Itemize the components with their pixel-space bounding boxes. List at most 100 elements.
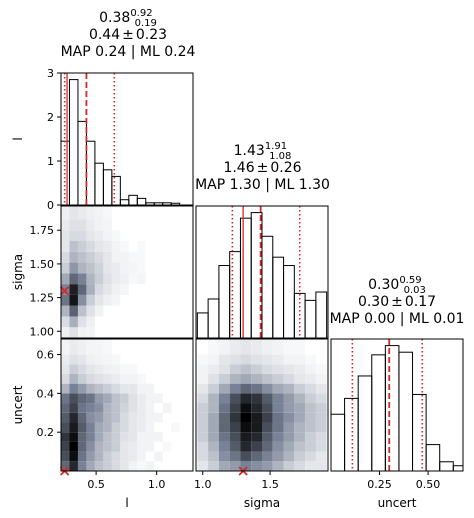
heatmap-cell-uncert-vs-l bbox=[111, 393, 121, 404]
heatmap-cell-uncert-vs-l bbox=[145, 422, 155, 433]
heatmap-cell-uncert-vs-l bbox=[120, 451, 129, 462]
heatmap-cell-uncert-vs-sigma bbox=[240, 451, 252, 462]
x-tick-label: 0.50 bbox=[416, 478, 441, 491]
heatmap-cell-uncert-vs-sigma bbox=[262, 339, 273, 355]
heatmap-cell-sigma-vs-l bbox=[111, 230, 121, 242]
heatmap-cell-uncert-vs-l bbox=[120, 432, 129, 442]
histogram-bar-sigma bbox=[218, 265, 231, 339]
heatmap-cell-uncert-vs-l bbox=[94, 422, 104, 433]
heatmap-cell-uncert-vs-sigma bbox=[262, 412, 273, 423]
heatmap-cell-uncert-vs-l bbox=[94, 373, 104, 384]
heatmap-cell-sigma-vs-l bbox=[61, 251, 70, 263]
heatmap-cell-uncert-vs-sigma bbox=[240, 354, 252, 365]
heatmap-cell-uncert-vs-sigma bbox=[197, 364, 209, 374]
histogram-bar-sigma bbox=[304, 299, 317, 339]
heatmap-cell-uncert-vs-l bbox=[69, 354, 78, 365]
heatmap-cell-uncert-vs-l bbox=[120, 422, 129, 433]
histogram-bar-sigma bbox=[229, 251, 241, 339]
heatmap-cell-sigma-vs-l bbox=[111, 273, 121, 285]
y-tick-label: 2 bbox=[47, 111, 54, 124]
truth-marker-sigma-l bbox=[59, 286, 70, 296]
heatmap-cell-uncert-vs-sigma bbox=[283, 403, 295, 413]
histogram-bar-l bbox=[94, 162, 104, 206]
heatmap-cell-sigma-vs-l bbox=[86, 206, 95, 220]
heatmap-cell-uncert-vs-l bbox=[111, 373, 121, 384]
x-tick-label: 1.0 bbox=[194, 478, 212, 491]
y-tick-label: 0.4 bbox=[37, 387, 55, 400]
heatmap-cell-uncert-vs-l bbox=[94, 364, 104, 374]
y-tick-label: 0.6 bbox=[37, 349, 55, 362]
heatmap-cell-uncert-vs-l bbox=[77, 441, 87, 452]
histogram-bar-uncert bbox=[384, 345, 400, 472]
x-axis-label-l: l bbox=[125, 496, 128, 510]
heatmap-cell-uncert-vs-l bbox=[137, 422, 146, 433]
heatmap-cell-uncert-vs-l bbox=[103, 461, 112, 471]
heatmap-cell-uncert-vs-sigma bbox=[283, 373, 295, 384]
heatmap-cell-uncert-vs-l bbox=[86, 373, 95, 384]
heatmap-cell-uncert-vs-sigma bbox=[272, 422, 284, 433]
heatmap-cell-uncert-vs-sigma bbox=[272, 364, 284, 374]
heatmap-cell-uncert-vs-l bbox=[145, 441, 155, 452]
heatmap-cell-uncert-vs-l bbox=[128, 383, 138, 394]
heatmap-cell-uncert-vs-sigma bbox=[229, 364, 241, 374]
heatmap-cell-uncert-vs-sigma bbox=[272, 451, 284, 462]
heatmap-cell-uncert-vs-sigma bbox=[305, 383, 316, 394]
heatmap-cell-uncert-vs-l bbox=[120, 412, 129, 423]
heatmap-cell-sigma-vs-l bbox=[120, 251, 129, 263]
x-tick-label: 0.5 bbox=[87, 478, 105, 491]
heatmap-cell-uncert-vs-sigma bbox=[229, 412, 241, 423]
heatmap-cell-uncert-vs-sigma bbox=[315, 412, 327, 423]
heatmap-cell-uncert-vs-l bbox=[94, 339, 104, 355]
heatmap-cell-uncert-vs-sigma bbox=[208, 451, 219, 462]
heatmap-cell-uncert-vs-sigma bbox=[294, 339, 306, 355]
heatmap-cell-uncert-vs-l bbox=[61, 354, 70, 365]
heatmap-cell-uncert-vs-sigma bbox=[305, 373, 316, 384]
heatmap-cell-sigma-vs-l bbox=[94, 230, 104, 242]
heatmap-cell-sigma-vs-l bbox=[94, 219, 104, 231]
heatmap-cell-uncert-vs-l bbox=[111, 432, 121, 442]
heatmap-cell-uncert-vs-l bbox=[120, 364, 129, 374]
heatmap-cell-uncert-vs-sigma bbox=[315, 403, 327, 413]
heatmap-cell-uncert-vs-sigma bbox=[272, 461, 284, 471]
heatmap-cell-sigma-vs-l bbox=[86, 230, 95, 242]
heatmap-cell-uncert-vs-l bbox=[61, 461, 70, 471]
heatmap-cell-sigma-vs-l bbox=[77, 294, 87, 306]
heatmap-cell-uncert-vs-sigma bbox=[305, 393, 316, 404]
heatmap-cell-sigma-vs-l bbox=[103, 284, 112, 295]
heatmap-cell-uncert-vs-sigma bbox=[262, 403, 273, 413]
heatmap-cell-sigma-vs-l bbox=[94, 273, 104, 285]
heatmap-cell-sigma-vs-l bbox=[120, 284, 129, 295]
heatmap-cell-sigma-vs-l bbox=[61, 262, 70, 274]
heatmap-cell-sigma-vs-l bbox=[128, 251, 138, 263]
heatmap-cell-uncert-vs-l bbox=[86, 383, 95, 394]
heatmap-cell-uncert-vs-sigma bbox=[218, 383, 230, 394]
heatmap-cell-uncert-vs-l bbox=[145, 412, 155, 423]
heatmap-cell-uncert-vs-l bbox=[86, 432, 95, 442]
heatmap-cell-uncert-vs-sigma bbox=[240, 373, 252, 384]
heatmap-cell-uncert-vs-sigma bbox=[218, 403, 230, 413]
heatmap-cell-uncert-vs-sigma bbox=[240, 339, 252, 355]
heatmap-cell-uncert-vs-l bbox=[128, 393, 138, 404]
heatmap-cell-uncert-vs-sigma bbox=[294, 354, 306, 365]
heatmap-cell-uncert-vs-l bbox=[154, 451, 163, 462]
heatmap-cell-uncert-vs-sigma bbox=[240, 441, 252, 452]
heatmap-cell-uncert-vs-l bbox=[61, 364, 70, 374]
heatmap-cell-uncert-vs-l bbox=[137, 451, 146, 462]
heatmap-cell-uncert-vs-sigma bbox=[283, 441, 295, 452]
heatmap-cell-uncert-vs-l bbox=[77, 373, 87, 384]
heatmap-cell-uncert-vs-sigma bbox=[315, 364, 327, 374]
heatmap-cell-uncert-vs-sigma bbox=[251, 461, 262, 471]
heatmap-cell-uncert-vs-l bbox=[103, 383, 112, 394]
histogram-bar-uncert bbox=[452, 465, 464, 472]
histogram-bar-sigma bbox=[239, 217, 252, 339]
heatmap-cell-sigma-vs-l bbox=[103, 219, 112, 231]
heatmap-cell-uncert-vs-sigma bbox=[272, 339, 284, 355]
heatmap-cell-uncert-vs-sigma bbox=[251, 373, 262, 384]
y-tick-label: 1.75 bbox=[30, 224, 55, 237]
heatmap-cell-uncert-vs-l bbox=[86, 354, 95, 365]
heatmap-cell-uncert-vs-sigma bbox=[262, 461, 273, 471]
heatmap-cell-sigma-vs-l bbox=[77, 305, 87, 317]
heatmap-cell-uncert-vs-l bbox=[103, 451, 112, 462]
heatmap-cell-sigma-vs-l bbox=[61, 294, 70, 306]
heatmap-cell-uncert-vs-sigma bbox=[305, 422, 316, 433]
